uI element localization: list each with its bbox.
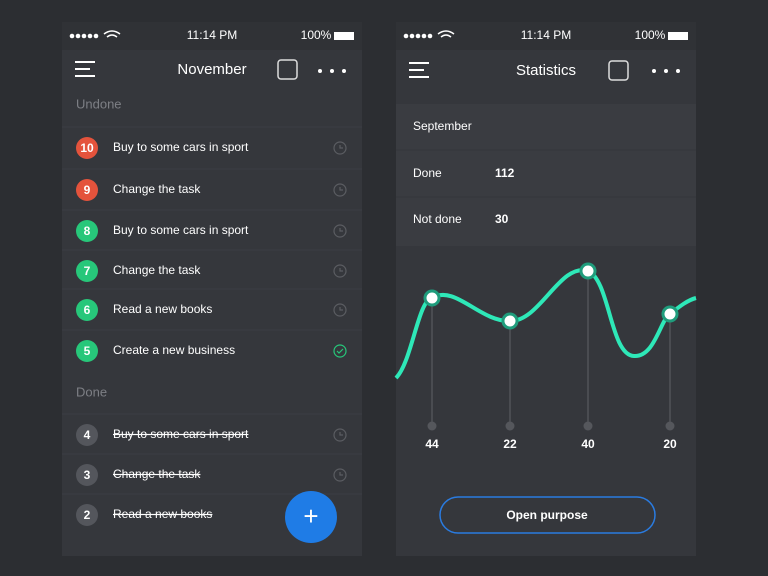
task-text[interactable]: Read a new books	[113, 507, 212, 521]
number-badge	[76, 504, 98, 526]
task-text[interactable]: Read a new books	[113, 302, 212, 316]
number-badge	[76, 179, 98, 201]
stem-dot	[427, 421, 437, 431]
number-badge	[76, 299, 98, 321]
signal	[403, 33, 433, 39]
number-badge	[76, 137, 98, 159]
stat-label: Done	[413, 166, 442, 180]
header-title: Statistics	[516, 62, 576, 79]
task-text[interactable]: Change the task	[113, 467, 201, 481]
clock-icon	[333, 428, 347, 442]
more-icon[interactable]	[318, 69, 346, 73]
more-icon[interactable]	[652, 69, 680, 73]
button-label[interactable]: Open purpose	[506, 508, 588, 522]
stats-rows: Done 112 Not done 30	[413, 166, 515, 226]
fab[interactable]	[285, 491, 337, 543]
task-text[interactable]: Create a new business	[113, 343, 235, 357]
clock-hands	[339, 145, 343, 149]
number: 10	[80, 141, 94, 155]
section-label: Done	[76, 384, 107, 399]
stem-dot	[505, 421, 515, 431]
task-text[interactable]: Buy to some cars in sport	[113, 140, 249, 154]
calendar-icon[interactable]	[277, 59, 298, 80]
number: 5	[84, 344, 91, 358]
point	[661, 305, 679, 323]
point-label: 44	[425, 437, 439, 451]
battery-icon	[334, 32, 354, 40]
time: 11:14 PM	[521, 28, 571, 42]
point-label: 20	[663, 437, 677, 451]
check-mark	[336, 348, 344, 354]
battery-icon	[668, 32, 688, 40]
number: 2	[84, 508, 91, 522]
clock-hands	[339, 187, 343, 191]
open-purpose-button[interactable]	[439, 496, 656, 534]
task-list: 10 Buy to some cars in sport 9 Change the t…	[62, 126, 362, 526]
stem-dot	[665, 421, 675, 431]
clock-hands	[339, 472, 343, 476]
section-label: Undone	[76, 96, 122, 111]
stat-label: Not done	[413, 212, 462, 226]
point	[423, 289, 441, 307]
number-badge	[76, 464, 98, 486]
number: 8	[84, 224, 91, 238]
task-text[interactable]: Change the task	[113, 263, 201, 277]
point-label: 40	[581, 437, 595, 451]
fab-label[interactable]: +	[303, 501, 318, 531]
clock-icon	[333, 468, 347, 482]
stat-value: 112	[495, 166, 515, 180]
battery-text: 100%	[635, 28, 666, 42]
wifi	[103, 30, 121, 38]
clock-hands	[339, 432, 343, 436]
right-phone	[396, 22, 696, 556]
status-bar	[396, 22, 696, 50]
number-badge	[76, 424, 98, 446]
clock-hands	[339, 268, 343, 272]
header-title: November	[177, 61, 246, 78]
point	[501, 312, 519, 330]
menu-icon[interactable]	[75, 61, 95, 77]
clock-hands	[339, 307, 343, 311]
clock-hands	[339, 228, 343, 232]
stem-dot	[583, 421, 593, 431]
number-badge	[76, 220, 98, 242]
task-text[interactable]: Buy to some cars in sport	[113, 427, 249, 441]
time: 11:14 PM	[187, 28, 237, 42]
check-icon	[333, 344, 347, 358]
chart-points: 44 22 40 20	[423, 262, 679, 451]
point	[579, 262, 597, 280]
month: September	[413, 119, 472, 133]
number: 9	[84, 183, 91, 197]
stat-value: 30	[495, 212, 509, 226]
number-badge	[76, 260, 98, 282]
menu-icon[interactable]	[409, 62, 429, 78]
number: 4	[84, 428, 91, 442]
number-badge	[76, 340, 98, 362]
clock-icon	[333, 303, 347, 317]
clock-icon	[333, 141, 347, 155]
number: 3	[84, 468, 91, 482]
status-bar	[62, 22, 362, 50]
clock-icon	[333, 224, 347, 238]
clock-icon	[333, 264, 347, 278]
task-text[interactable]: Buy to some cars in sport	[113, 223, 249, 237]
signal	[69, 33, 99, 39]
battery-text: 100%	[301, 28, 332, 42]
number: 7	[84, 264, 91, 278]
stats-panel	[396, 104, 696, 246]
number: 6	[84, 303, 91, 317]
point-label: 22	[503, 437, 517, 451]
clock-icon	[333, 183, 347, 197]
task-text[interactable]: Change the task	[113, 182, 201, 196]
wifi	[437, 30, 455, 38]
calendar-icon[interactable]	[608, 60, 629, 81]
